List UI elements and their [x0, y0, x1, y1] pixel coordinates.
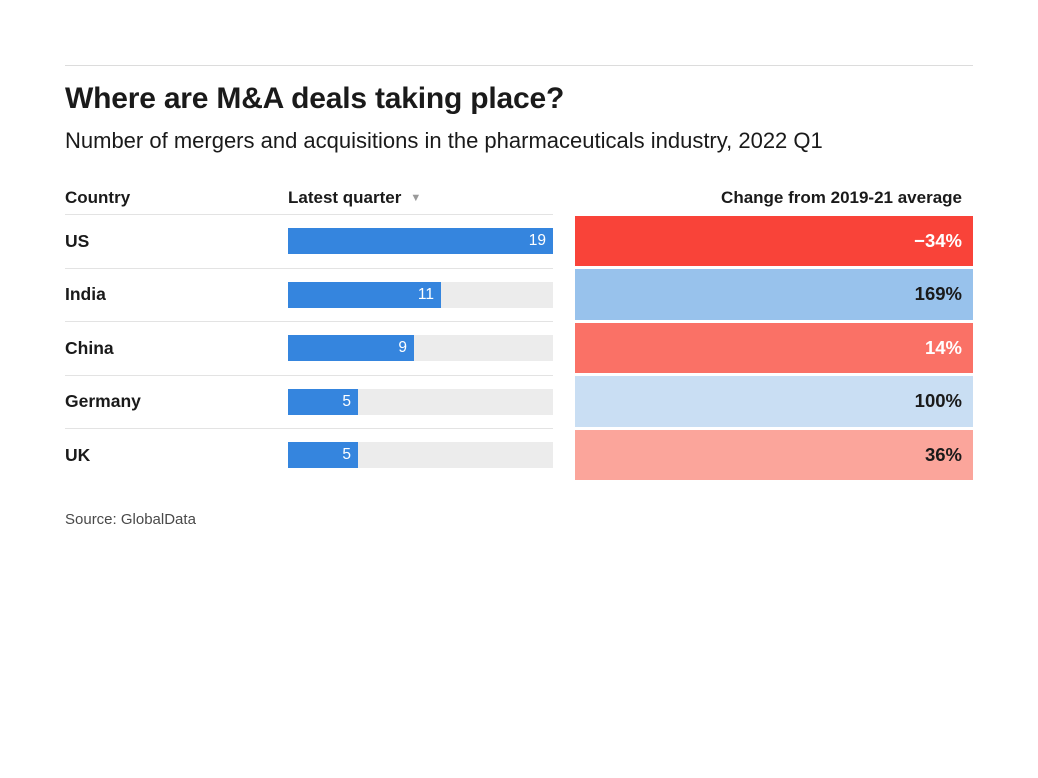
bar-value-label: 9 — [398, 339, 407, 357]
sort-descending-icon: ▼ — [410, 191, 422, 204]
country-label: China — [65, 337, 114, 358]
bar-fill: 11 — [288, 281, 441, 308]
change-value-label: 100% — [575, 376, 973, 427]
bar-track: 5 — [288, 442, 553, 469]
change-cell: 169% — [575, 268, 973, 322]
bar-track: 9 — [288, 335, 553, 362]
table-row: China 9 14% — [65, 321, 973, 375]
source-attribution: Source: GlobalData — [65, 510, 196, 528]
change-value-label: −34% — [575, 215, 973, 266]
table-row: Germany 5 100% — [65, 374, 973, 429]
bar-value-label: 5 — [342, 392, 351, 410]
bar-track: 5 — [288, 388, 553, 415]
table-row: India 11 169% — [65, 267, 973, 322]
change-cell: −34% — [575, 214, 973, 268]
bar-cell: 5 — [288, 429, 553, 482]
table-body: US 19 −34% India 11 169% China 9 14% Germany 5 100%… — [65, 214, 973, 482]
bar-value-label: 5 — [342, 446, 351, 464]
row-gutter — [553, 321, 575, 375]
table-row: US 19 −34% — [65, 214, 973, 268]
bar-fill: 5 — [288, 388, 358, 415]
country-label: India — [65, 284, 106, 305]
row-left-section: Germany 5 — [65, 374, 553, 429]
bar-fill: 19 — [288, 228, 553, 255]
column-header-change: Change from 2019-21 average — [721, 187, 962, 207]
bar-value-label: 19 — [528, 232, 546, 250]
bar-cell: 9 — [288, 322, 553, 375]
chart-subtitle: Number of mergers and acquisitions in th… — [65, 128, 823, 153]
bar-fill: 9 — [288, 335, 414, 362]
bar-cell: 5 — [288, 376, 553, 429]
bar-cell: 19 — [288, 215, 553, 268]
row-left-section: UK 5 — [65, 428, 553, 482]
table-header: Country Latest quarter ▼ Change from 2019… — [65, 181, 973, 214]
change-cell: 100% — [575, 375, 973, 429]
row-gutter — [553, 375, 575, 429]
country-label: US — [65, 230, 90, 251]
bar-value-label: 11 — [417, 285, 434, 303]
column-header-country: Country — [65, 187, 131, 207]
row-gutter — [553, 268, 575, 322]
bar-track: 19 — [288, 228, 553, 255]
top-divider — [65, 65, 973, 66]
row-left-section: China 9 — [65, 321, 553, 375]
change-cell: 14% — [575, 321, 973, 375]
change-value-label: 14% — [575, 322, 973, 373]
country-label: Germany — [65, 391, 141, 412]
bar-cell: 11 — [288, 269, 553, 322]
row-gutter — [553, 214, 575, 268]
change-value-label: 169% — [575, 269, 973, 320]
row-left-section: India 11 — [65, 267, 553, 322]
column-header-latest-quarter-label: Latest quarter — [288, 187, 402, 207]
row-gutter — [553, 428, 575, 482]
row-left-section: US 19 — [65, 214, 553, 268]
chart-content: Where are M&A deals taking place? Number… — [65, 0, 973, 528]
column-header-latest-quarter[interactable]: Latest quarter ▼ — [288, 188, 553, 208]
table-row: UK 5 36% — [65, 428, 973, 482]
bar-fill: 5 — [288, 442, 358, 469]
chart-title: Where are M&A deals taking place? — [65, 82, 565, 115]
change-cell: 36% — [575, 428, 973, 482]
bar-track: 11 — [288, 281, 553, 308]
change-value-label: 36% — [575, 429, 973, 480]
country-label: UK — [65, 444, 91, 465]
